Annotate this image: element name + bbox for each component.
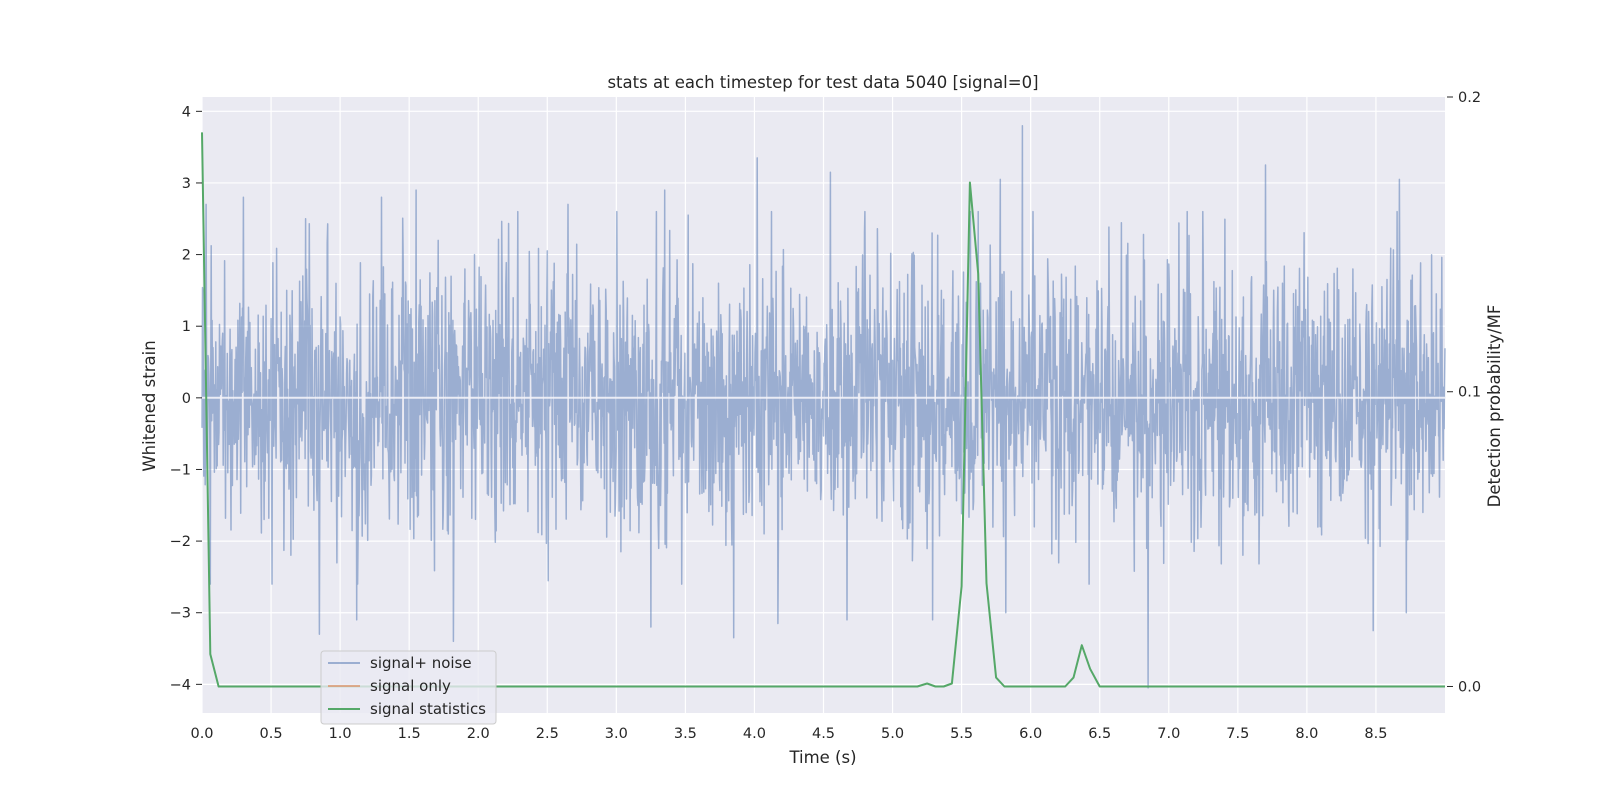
- x-tick-label: 6.0: [1019, 726, 1042, 742]
- y-tick-label-left: 2: [182, 248, 191, 264]
- y-tick-label-left: 0: [182, 391, 191, 407]
- signal-statistics-line: [201, 132, 1445, 688]
- x-tick-label: 0.0: [190, 726, 213, 742]
- legend-label-signal-only: signal only: [370, 677, 451, 695]
- y-axis-right-label: Detection probability/MF: [1485, 305, 1504, 508]
- x-axis-label: Time (s): [788, 748, 856, 767]
- y-tick-label-left: 4: [182, 104, 191, 120]
- y-axis-left-label: Whitened strain: [140, 340, 159, 471]
- legend-frame: [320, 650, 497, 725]
- x-axis: 0.0 0.5 1.0 1.5 2.0 2.5 3.0 3.5 4.0 4.5 5.0 5.5 6.0 6…: [190, 726, 1387, 742]
- x-tick-label: 6.5: [1088, 726, 1111, 742]
- y-tick-label-left: −3: [170, 606, 191, 622]
- y-tick-label-left: −4: [170, 677, 191, 693]
- x-tick-label: 1.5: [398, 726, 421, 742]
- x-tick-label: 5.5: [950, 726, 973, 742]
- x-tick-label: 8.5: [1364, 726, 1387, 742]
- series-signal-statistics: [201, 132, 1445, 688]
- x-tick-label: 0.5: [260, 726, 283, 742]
- legend-label-signal-noise: signal+ noise: [370, 654, 472, 672]
- x-tick-label: 3.0: [605, 726, 628, 742]
- x-tick-label: 4.0: [743, 726, 766, 742]
- x-tick-label: 8.0: [1295, 726, 1318, 742]
- x-tick-label: 4.5: [812, 726, 835, 742]
- y-tick-label-left: 3: [182, 176, 191, 192]
- y-tick-label-right: 0.0: [1458, 679, 1481, 695]
- x-tick-label: 7.0: [1157, 726, 1180, 742]
- x-tick-label: 3.5: [674, 726, 697, 742]
- series-signal-noise: [201, 124, 1446, 689]
- x-tick-label: 5.0: [881, 726, 904, 742]
- y-tick-label-left: −1: [170, 462, 191, 478]
- y-axis-right: 0.2 0.1 0.0: [1447, 90, 1481, 695]
- y-axis-left: 4 3 2 1 0 −1 −2 −3 −4: [170, 104, 202, 693]
- legend: signal+ noise signal only signal statist…: [320, 650, 497, 725]
- y-tick-label-right: 0.2: [1458, 90, 1481, 106]
- y-tick-label-left: −2: [170, 534, 191, 550]
- chart-title: stats at each timestep for test data 504…: [607, 73, 1038, 92]
- x-tick-label: 1.0: [329, 726, 352, 742]
- legend-label-signal-statistics: signal statistics: [370, 700, 486, 718]
- y-tick-label-right: 0.1: [1458, 385, 1481, 401]
- y-tick-label-left: 1: [182, 319, 191, 335]
- x-tick-label: 7.5: [1226, 726, 1249, 742]
- x-tick-label: 2.5: [536, 726, 559, 742]
- signal-noise-line: [201, 124, 1446, 689]
- x-tick-label: 2.0: [467, 726, 490, 742]
